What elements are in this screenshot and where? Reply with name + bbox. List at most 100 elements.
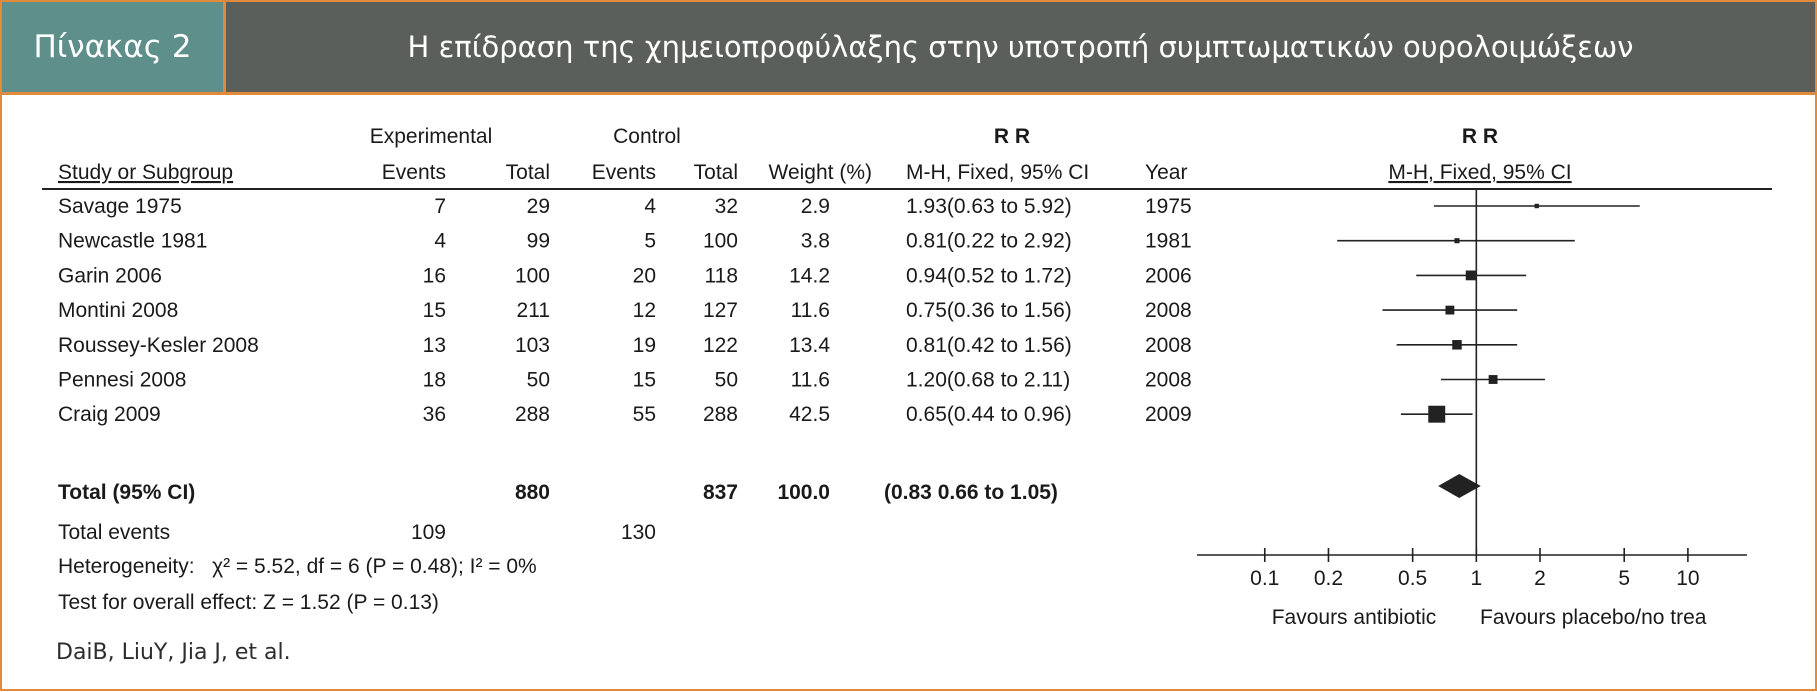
exp-total-cell: 100 [515,264,550,287]
weight-cell: 13.4 [789,334,830,357]
rr-group-header: R R [994,125,1030,148]
total-label: Total (95% CI) [58,481,195,504]
axis-tick-label: 1 [1470,567,1482,590]
point-estimate-marker [1452,340,1462,350]
ctl-events-cell: 4 [644,195,656,218]
ctl-total-cell: 100 [703,230,738,253]
exp-events-cell: 18 [423,369,446,392]
overall-effect-text: Test for overall effect: Z = 1.52 (P = 0… [58,591,439,614]
total-events-label: Total events [58,521,170,544]
col-exp-events: Events [382,161,446,184]
exp-total-cell: 50 [527,369,550,392]
axis-tick-label: 0.1 [1250,567,1279,590]
col-exp-total: Total [506,161,550,184]
rr-ci-cell: 0.81(0.42 to 1.56) [906,334,1072,357]
study-name-cell: Montini 2008 [58,299,178,322]
ctl-events-cell: 5 [644,230,656,253]
study-name-cell: Savage 1975 [58,195,182,218]
heterogeneity-text: Heterogeneity: χ² = 5.52, df = 6 (P = 0.… [58,555,537,578]
col-year: Year [1145,161,1187,184]
point-estimate-marker [1454,238,1460,244]
col-ctl-events: Events [592,161,656,184]
exp-total-cell: 288 [515,403,550,426]
rr-ci-cell: 0.75(0.36 to 1.56) [906,299,1072,322]
header-bar: Πίνακας 2 Η επίδραση της χημειοπροφύλαξη… [2,2,1815,95]
study-name-cell: Pennesi 2008 [58,369,186,392]
x-axis: 0.1 0.2 0.5 1 2 5 10 [1197,548,1747,590]
ctl-events-cell: 19 [633,334,656,357]
exp-events-cell: 7 [434,195,446,218]
rr-ci-cell: 1.20(0.68 to 2.11) [906,369,1070,392]
study-name-cell: Garin 2006 [58,264,162,287]
study-rows: Savage 1975 7 29 4 32 2.9 1.93(0.63 to 5.92) 19… [58,195,1192,426]
favours-right-label: Favours placebo/no trea [1480,606,1707,629]
axis-tick-label: 0.5 [1398,567,1427,590]
plot-marks [1337,189,1640,555]
table-number-label: Πίνακας 2 [2,2,226,92]
ctl-total-cell: 288 [703,403,738,426]
point-estimate-marker [1465,270,1476,281]
exp-total-cell: 29 [527,195,550,218]
total-exp-total: 880 [515,481,550,504]
point-estimate-marker [1534,203,1539,209]
year-cell: 2008 [1145,299,1192,322]
total-ctl-total: 837 [703,481,738,504]
col-weight: Weight (%) [769,161,872,184]
exp-total-cell: 103 [515,334,550,357]
weight-cell: 11.6 [791,299,830,322]
weight-cell: 3.8 [801,230,830,253]
forest-plot: Experimental Control R R R R Study or Su… [42,125,1772,629]
ctl-total-cell: 32 [715,195,738,218]
total-events-exp: 109 [411,521,446,544]
axis-tick-label: 10 [1676,567,1699,590]
axis-tick-label: 2 [1534,567,1546,590]
total-events-ctl: 130 [621,521,656,544]
point-estimate-marker [1488,375,1498,384]
exp-total-cell: 99 [527,230,550,253]
citation: DaiB, LiuY, Jia J, et al. [56,640,291,665]
point-estimate-marker [1445,305,1455,315]
total-rr: (0.83 0.66 to 1.05) [884,481,1058,504]
axis-tick-label: 5 [1618,567,1630,590]
exp-total-cell: 211 [517,299,550,322]
ctl-total-cell: 50 [715,369,738,392]
control-group-header: Control [613,125,681,148]
ctl-events-cell: 12 [633,299,656,322]
exp-events-cell: 4 [434,230,446,253]
experimental-group-header: Experimental [370,125,493,148]
study-name-cell: Newcastle 1981 [58,230,207,253]
weight-cell: 42.5 [789,403,830,426]
weight-cell: 2.9 [801,195,830,218]
study-name-cell: Craig 2009 [58,403,161,426]
year-cell: 2006 [1145,264,1192,287]
year-cell: 2009 [1145,403,1192,426]
rr-plot-group-header: R R [1462,125,1498,148]
rr-ci-cell: 0.81(0.22 to 2.92) [906,230,1072,253]
col-plot: M-H, Fixed, 95% CI [1388,161,1571,184]
pooled-diamond [1438,474,1481,498]
favours-left-label: Favours antibiotic [1272,606,1437,629]
rr-ci-cell: 0.94(0.52 to 1.72) [906,264,1072,287]
table-title: Η επίδραση της χημειοπροφύλαξης στην υπο… [407,30,1634,64]
exp-events-cell: 15 [423,299,446,322]
axis-tick-label: 0.2 [1314,567,1343,590]
year-cell: 1981 [1145,230,1192,253]
ctl-total-cell: 122 [703,334,738,357]
col-study: Study or Subgroup [58,161,233,184]
ctl-events-cell: 55 [633,403,656,426]
year-cell: 2008 [1145,334,1192,357]
col-rr: M-H, Fixed, 95% CI [906,161,1089,184]
exp-events-cell: 36 [423,403,446,426]
weight-cell: 14.2 [789,264,830,287]
col-ctl-total: Total [694,161,738,184]
exp-events-cell: 13 [423,334,446,357]
point-estimate-marker [1428,405,1446,423]
ctl-total-cell: 118 [705,264,738,287]
ctl-events-cell: 20 [633,264,656,287]
year-cell: 2008 [1145,369,1192,392]
year-cell: 1975 [1145,195,1192,218]
weight-cell: 11.6 [791,369,830,392]
study-name-cell: Roussey-Kesler 2008 [58,334,259,357]
ctl-events-cell: 15 [633,369,656,392]
exp-events-cell: 16 [423,264,446,287]
